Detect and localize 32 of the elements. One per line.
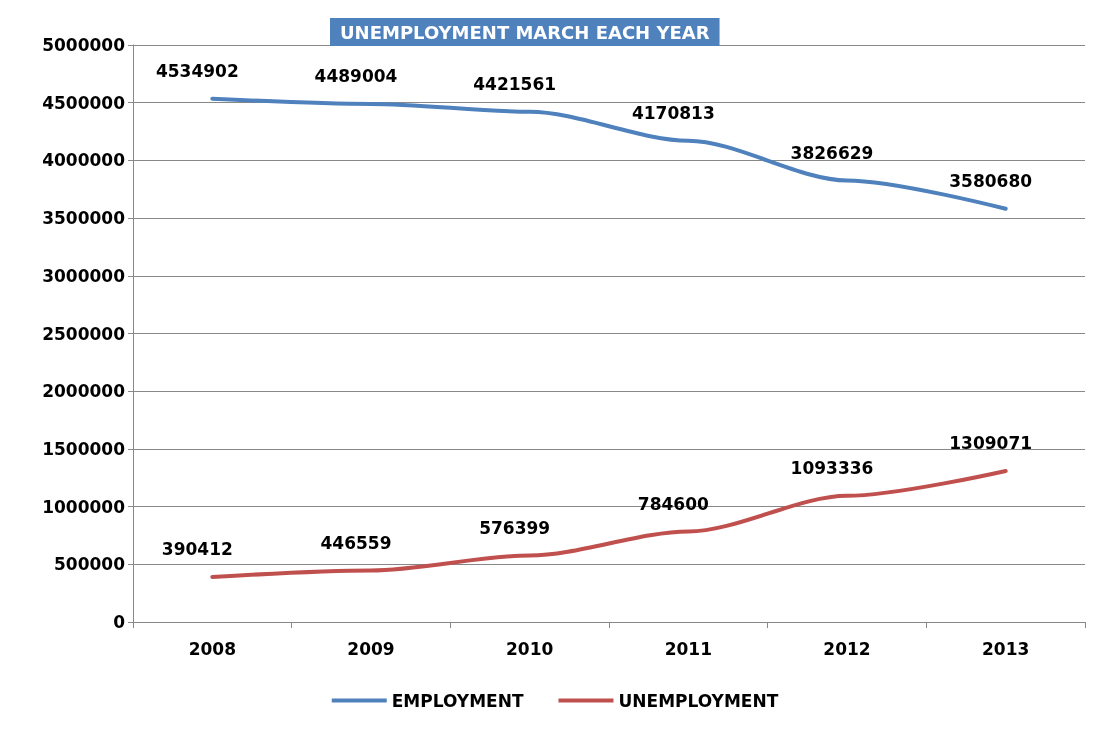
x-tick-label: 2010 [506,638,554,659]
y-tick-label: 1000000 [42,496,126,517]
data-label: 1309071 [949,433,1033,454]
y-tick-label: 3000000 [42,265,126,286]
data-label: 4489004 [314,66,398,87]
data-label: 3580680 [949,171,1033,192]
data-label: 446559 [320,532,392,553]
y-tick-label: 5000000 [42,35,126,55]
y-tick-label: 3500000 [42,208,126,229]
y-tick-label: 2500000 [42,323,126,344]
legend-label: UNEMPLOYMENT [618,690,779,711]
y-tick-label: 2000000 [42,381,126,402]
y-tick-label: 4000000 [42,150,126,171]
data-label: 784600 [637,493,709,514]
x-tick-label: 2011 [664,638,712,659]
chart-title: UNEMPLOYMENT MARCH EACH YEAR [340,21,710,43]
data-label: 3826629 [790,142,874,163]
y-tick-label: 4500000 [42,92,126,113]
x-tick-label: 2012 [823,638,871,659]
x-tick-label: 2009 [347,638,395,659]
x-tick-label: 2008 [188,638,236,659]
y-tick-label: 0 [113,612,126,632]
legend-label: EMPLOYMENT [391,690,524,711]
x-tick-label: 2013 [982,638,1030,659]
data-label: 390412 [161,539,233,560]
y-tick-label: 500000 [54,554,126,575]
data-label: 4534902 [155,61,239,82]
y-tick-label: 1500000 [42,438,126,459]
data-label: 1093336 [790,458,874,479]
data-label: 576399 [479,517,551,538]
data-label: 4170813 [631,103,715,124]
data-label: 4421561 [473,74,557,95]
